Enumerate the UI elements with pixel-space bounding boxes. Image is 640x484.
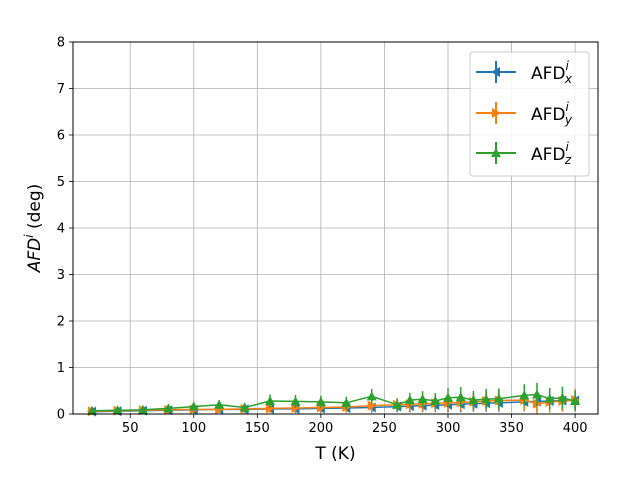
data-point <box>493 393 504 403</box>
legend-label-y: AFDi y <box>531 100 573 127</box>
legend-entry-z: AFDi z <box>476 140 572 167</box>
y-axis-label: AFDi (deg) <box>22 184 45 274</box>
legend-marker-y <box>492 108 501 118</box>
x-tick-label: 300 <box>436 421 461 436</box>
y-axis-label-main: AFD <box>25 238 45 274</box>
data-point <box>163 403 174 413</box>
data-point <box>188 401 199 411</box>
data-point <box>366 391 377 401</box>
legend-box <box>469 51 590 177</box>
data-point <box>531 389 542 399</box>
y-tick-label: 3 <box>57 268 65 283</box>
plot-area <box>87 382 581 417</box>
legend-label-z-main: AFD <box>531 145 566 165</box>
data-point <box>341 397 352 407</box>
legend-label-z-sub: z <box>564 153 572 167</box>
data-point <box>239 402 250 412</box>
legend-label-x-main: AFD <box>531 64 566 84</box>
x-tick-label: 350 <box>499 421 524 436</box>
legend: AFDi x AFDi y AFDi z <box>469 51 590 177</box>
y-tick-label: 4 <box>57 222 65 237</box>
y-tick-label: 0 <box>57 408 65 423</box>
y-axis-label-sup: i <box>22 234 36 238</box>
data-point <box>570 395 581 405</box>
x-tick-label: 150 <box>245 421 270 436</box>
legend-label-y-sup: i <box>566 100 570 114</box>
data-point <box>430 395 441 405</box>
data-point <box>519 390 530 400</box>
y-tick-label: 7 <box>57 82 65 97</box>
data-point <box>87 405 98 415</box>
data-point <box>265 395 276 405</box>
y-tick-label: 8 <box>57 36 65 51</box>
legend-label-y-sub: y <box>564 113 573 127</box>
legend-marker-z <box>491 148 501 157</box>
x-tick-label: 250 <box>372 421 397 436</box>
data-point <box>315 396 326 406</box>
legend-label-z: AFDi z <box>531 140 572 167</box>
x-tick-label: 200 <box>308 421 333 436</box>
y-tick-label: 2 <box>57 315 65 330</box>
legend-label-x: AFDi x <box>531 59 573 86</box>
data-point <box>468 395 479 405</box>
ticks: 50 100 150 200 250 300 350 400 0 1 2 3 4 5 6 7 8 <box>57 36 588 437</box>
y-tick-label: 6 <box>57 129 65 144</box>
data-point <box>214 399 225 409</box>
data-point <box>557 392 568 402</box>
legend-label-x-sup: i <box>566 59 570 73</box>
y-tick-label: 5 <box>57 175 65 190</box>
data-point <box>137 404 148 414</box>
x-tick-label: 50 <box>122 421 139 436</box>
legend-label-x-sub: x <box>564 72 573 86</box>
legend-entry-y: AFDi y <box>476 100 573 127</box>
x-tick-label: 100 <box>181 421 206 436</box>
y-axis-label-unit: (deg) <box>25 184 45 235</box>
data-point <box>404 395 415 405</box>
series-x <box>87 390 580 417</box>
legend-label-z-sup: i <box>566 140 570 154</box>
legend-marker-x <box>491 67 500 77</box>
data-point <box>112 405 123 415</box>
legend-entry-x: AFDi x <box>476 59 573 86</box>
data-point <box>266 403 276 414</box>
series-z <box>87 382 581 415</box>
x-tick-label: 400 <box>563 421 588 436</box>
data-point <box>544 393 555 403</box>
legend-label-y-main: AFD <box>531 105 566 125</box>
data-point <box>455 392 466 402</box>
series-line <box>92 393 576 412</box>
data-point <box>392 399 403 409</box>
data-point <box>443 392 453 402</box>
y-tick-label: 1 <box>57 361 65 376</box>
x-axis-label: T (K) <box>314 444 355 464</box>
data-point <box>367 400 377 411</box>
data-point <box>417 394 428 404</box>
data-point <box>290 396 301 406</box>
data-point <box>481 394 492 404</box>
